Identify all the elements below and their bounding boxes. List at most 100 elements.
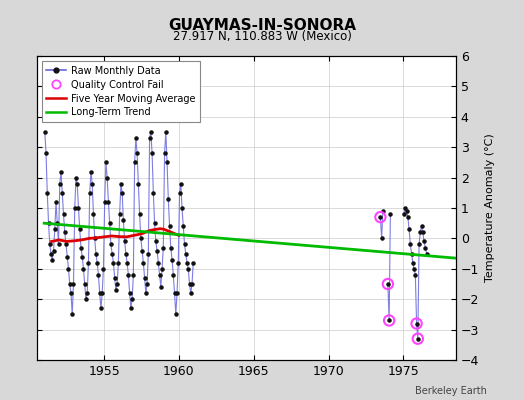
Point bbox=[147, 129, 155, 135]
Point bbox=[154, 260, 162, 266]
Point bbox=[169, 272, 178, 278]
Point bbox=[95, 290, 104, 296]
Point bbox=[188, 281, 196, 287]
Point bbox=[57, 168, 65, 175]
Point bbox=[150, 220, 159, 226]
Point bbox=[64, 266, 73, 272]
Point bbox=[119, 217, 127, 223]
Point bbox=[379, 208, 387, 214]
Point bbox=[124, 272, 133, 278]
Point bbox=[403, 214, 412, 220]
Point bbox=[67, 290, 75, 296]
Point bbox=[133, 150, 141, 156]
Point bbox=[53, 220, 61, 226]
Point bbox=[97, 305, 105, 312]
Point bbox=[45, 220, 53, 226]
Point bbox=[187, 290, 195, 296]
Point bbox=[113, 281, 122, 287]
Point bbox=[42, 150, 50, 156]
Point bbox=[114, 260, 123, 266]
Point bbox=[178, 205, 186, 211]
Point bbox=[128, 296, 136, 302]
Point bbox=[107, 241, 115, 248]
Point bbox=[94, 272, 103, 278]
Point bbox=[163, 159, 171, 166]
Point bbox=[402, 208, 411, 214]
Point bbox=[78, 254, 86, 260]
Point bbox=[63, 254, 71, 260]
Point bbox=[409, 260, 417, 266]
Point bbox=[101, 199, 109, 205]
Point bbox=[52, 199, 60, 205]
Point bbox=[173, 290, 181, 296]
Point bbox=[87, 168, 95, 175]
Point bbox=[127, 305, 135, 312]
Point bbox=[384, 281, 392, 287]
Point bbox=[69, 281, 78, 287]
Point bbox=[149, 190, 158, 196]
Point bbox=[184, 266, 192, 272]
Text: 27.917 N, 110.883 W (Mexico): 27.917 N, 110.883 W (Mexico) bbox=[172, 30, 352, 43]
Point bbox=[183, 260, 191, 266]
Text: Berkeley Earth: Berkeley Earth bbox=[416, 386, 487, 396]
Point bbox=[407, 250, 416, 257]
Point bbox=[164, 196, 172, 202]
Point bbox=[386, 211, 395, 217]
Point bbox=[47, 250, 55, 257]
Point bbox=[58, 190, 67, 196]
Point bbox=[384, 281, 392, 287]
Point bbox=[54, 241, 63, 248]
Point bbox=[46, 241, 54, 248]
Point bbox=[145, 135, 154, 141]
Point bbox=[167, 244, 175, 251]
Point bbox=[421, 244, 430, 251]
Point bbox=[401, 205, 410, 211]
Point bbox=[412, 320, 421, 327]
Point bbox=[118, 190, 126, 196]
Point bbox=[71, 205, 79, 211]
Point bbox=[135, 211, 144, 217]
Point bbox=[73, 180, 81, 187]
Point bbox=[420, 238, 428, 245]
Point bbox=[89, 211, 97, 217]
Point bbox=[405, 226, 413, 232]
Point bbox=[176, 190, 184, 196]
Point bbox=[161, 129, 170, 135]
Point bbox=[400, 211, 408, 217]
Point bbox=[418, 223, 426, 230]
Point bbox=[160, 150, 169, 156]
Point bbox=[377, 235, 386, 242]
Point bbox=[40, 129, 49, 135]
Point bbox=[82, 296, 90, 302]
Point bbox=[108, 250, 116, 257]
Point bbox=[105, 220, 114, 226]
Point bbox=[412, 320, 421, 327]
Point bbox=[85, 190, 94, 196]
Point bbox=[132, 135, 140, 141]
Point bbox=[422, 250, 431, 257]
Point bbox=[385, 317, 394, 324]
Point bbox=[102, 159, 110, 166]
Point bbox=[406, 241, 414, 248]
Point bbox=[81, 281, 89, 287]
Point bbox=[174, 260, 182, 266]
Point bbox=[130, 159, 139, 166]
Point bbox=[66, 281, 74, 287]
Point bbox=[61, 229, 69, 236]
Point bbox=[123, 260, 132, 266]
Point bbox=[180, 241, 189, 248]
Point bbox=[62, 241, 70, 248]
Point bbox=[139, 260, 148, 266]
Point bbox=[177, 180, 185, 187]
Point bbox=[151, 238, 160, 245]
Point bbox=[84, 260, 93, 266]
Point bbox=[376, 214, 385, 220]
Point bbox=[415, 241, 423, 248]
Point bbox=[416, 229, 424, 236]
Point bbox=[189, 260, 198, 266]
Text: GUAYMAS-IN-SONORA: GUAYMAS-IN-SONORA bbox=[168, 18, 356, 33]
Point bbox=[59, 211, 68, 217]
Point bbox=[140, 275, 149, 281]
Point bbox=[115, 211, 124, 217]
Point bbox=[156, 272, 164, 278]
